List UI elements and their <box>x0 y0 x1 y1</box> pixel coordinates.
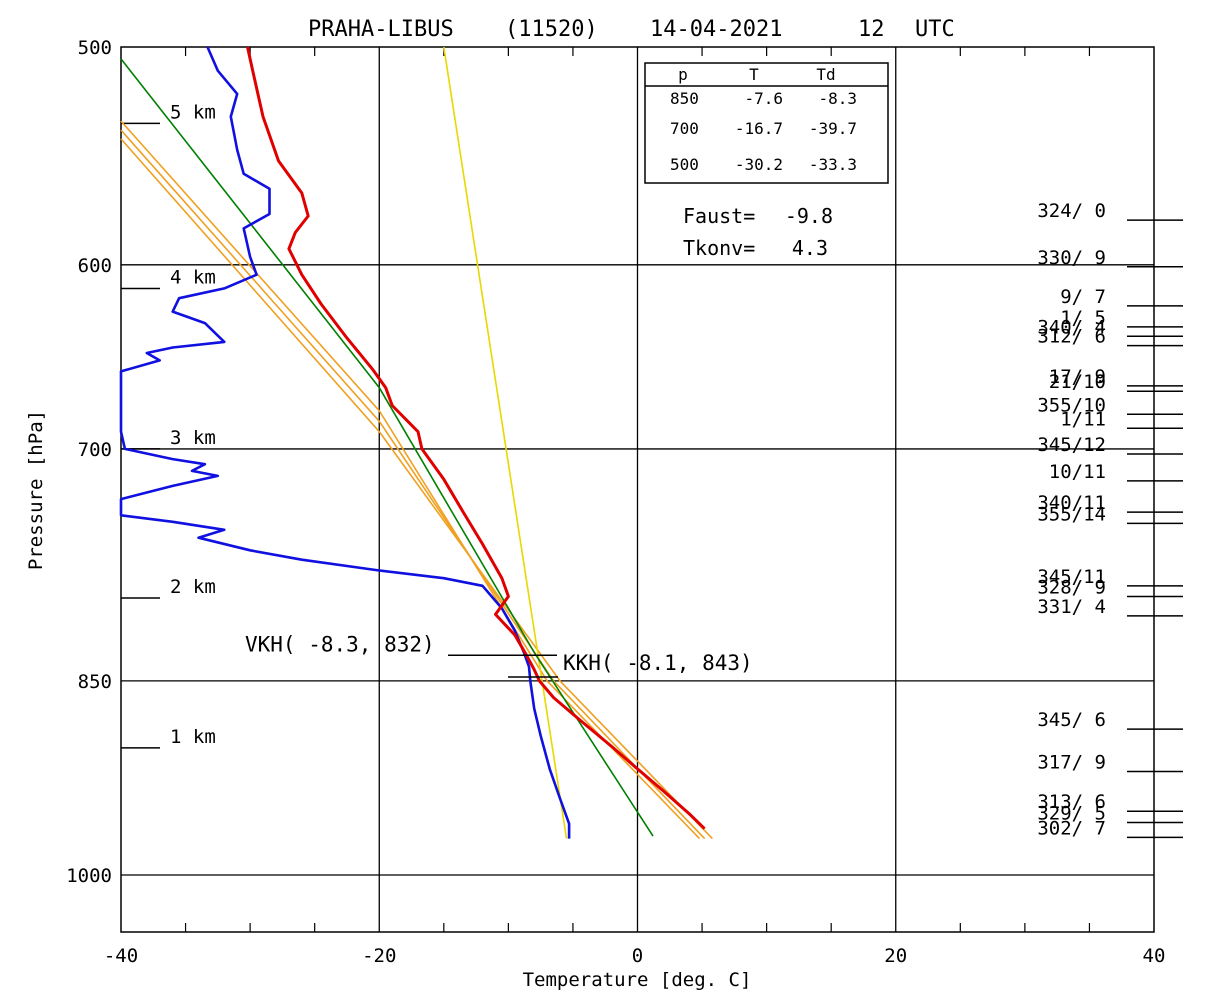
faust-label: Faust= <box>683 204 755 228</box>
title-date: 14-04-2021 <box>650 17 782 42</box>
wind-label: 317/ 9 <box>1037 751 1106 773</box>
vkh-label: VKH( -8.3, 832) <box>245 632 435 656</box>
faust-value: -9.8 <box>785 204 833 228</box>
x-tick-label: 20 <box>884 945 907 967</box>
height-marks: 5 km 4 km 3 km 2 km 1 km <box>121 101 216 749</box>
y-tick-label: 700 <box>78 439 112 461</box>
y-tick-label: 600 <box>78 255 112 277</box>
wind-label: 324/ 0 <box>1037 200 1106 222</box>
table-cell: -16.7 <box>735 119 783 138</box>
sounding-series <box>119 46 713 840</box>
wind-label: 1/ 5 <box>1060 307 1106 329</box>
wind-label: 328/ 9 <box>1037 576 1106 598</box>
wind-label: 312/ 6 <box>1037 326 1106 348</box>
y-tick-label: 850 <box>78 671 112 693</box>
title-station: PRAHA-LIBUS <box>308 17 454 42</box>
wind-label: 345/11 <box>1037 566 1106 588</box>
table-cell: -7.6 <box>744 89 783 108</box>
condensation-levels: VKH( -8.3, 832) KKH( -8.1, 843) <box>245 632 753 678</box>
x-tick-label: 0 <box>632 945 643 967</box>
tkonv-label: Tkonv= <box>683 236 755 260</box>
summary-table-frame <box>644 62 889 184</box>
wind-label: 10/11 <box>1049 461 1106 483</box>
wind-label: 330/ 9 <box>1037 247 1106 269</box>
wind-label: 345/12 <box>1037 434 1106 456</box>
height-mark-label: 1 km <box>170 726 216 748</box>
wind-label: 17/ 9 <box>1049 366 1106 388</box>
table-cell: 700 <box>670 119 699 138</box>
y-tick-label: 500 <box>78 37 112 59</box>
x-tick-label: -20 <box>362 945 396 967</box>
x-tick-label: -40 <box>104 945 138 967</box>
table-cell: 500 <box>670 155 699 174</box>
x-axis-label: Temperature [deg. C] <box>523 969 752 991</box>
series-t-line <box>246 46 706 830</box>
wind-label: 302/ 7 <box>1037 817 1106 839</box>
table-cell: -33.3 <box>809 155 857 174</box>
height-mark-label: 4 km <box>170 266 216 288</box>
wind-label: 340/ 4 <box>1037 316 1106 338</box>
height-mark-label: 3 km <box>170 427 216 449</box>
wind-label: 329/ 5 <box>1037 802 1106 824</box>
title-tz: UTC <box>915 17 955 42</box>
wind-label: 1/11 <box>1060 408 1106 430</box>
wind-label: 313/ 6 <box>1037 791 1106 813</box>
table-cell: -30.2 <box>735 155 783 174</box>
table-header-p: p <box>678 65 688 84</box>
wind-label: 331/ 4 <box>1037 596 1106 618</box>
height-mark-label: 2 km <box>170 576 216 598</box>
series-mixing-line <box>443 46 568 839</box>
table-cell: 850 <box>670 89 699 108</box>
series-adiabat-3-line <box>120 120 701 840</box>
table-header-t: T <box>749 65 759 84</box>
title-station-id: (11520) <box>505 17 598 42</box>
y-axis-label: Pressure [hPa] <box>25 410 47 570</box>
wind-label: 355/14 <box>1037 503 1106 525</box>
table-header-td: Td <box>816 65 835 84</box>
wind-label: 9/ 7 <box>1060 286 1106 308</box>
y-tick-label: 1000 <box>66 865 112 887</box>
summary-table: p T Td 850 -7.6 -8.3 700 -16.7 -39.7 500… <box>644 62 889 184</box>
x-tick-label: 40 <box>1143 945 1166 967</box>
wind-label: 345/ 6 <box>1037 709 1106 731</box>
table-cell: -39.7 <box>809 119 857 138</box>
title-hour: 12 <box>858 17 885 42</box>
tkonv-value: 4.3 <box>792 236 828 260</box>
wind-label: 21/10 <box>1049 371 1106 393</box>
table-cell: -8.3 <box>818 89 857 108</box>
kkh-label: KKH( -8.1, 843) <box>563 651 753 675</box>
wind-label: 340/11 <box>1037 492 1106 514</box>
series-moist-line <box>120 58 654 837</box>
height-mark-label: 5 km <box>170 101 216 123</box>
wind-label: 355/10 <box>1037 394 1106 416</box>
grid: -40 -20 0 20 40 500 600 700 850 1000 <box>66 37 1165 967</box>
